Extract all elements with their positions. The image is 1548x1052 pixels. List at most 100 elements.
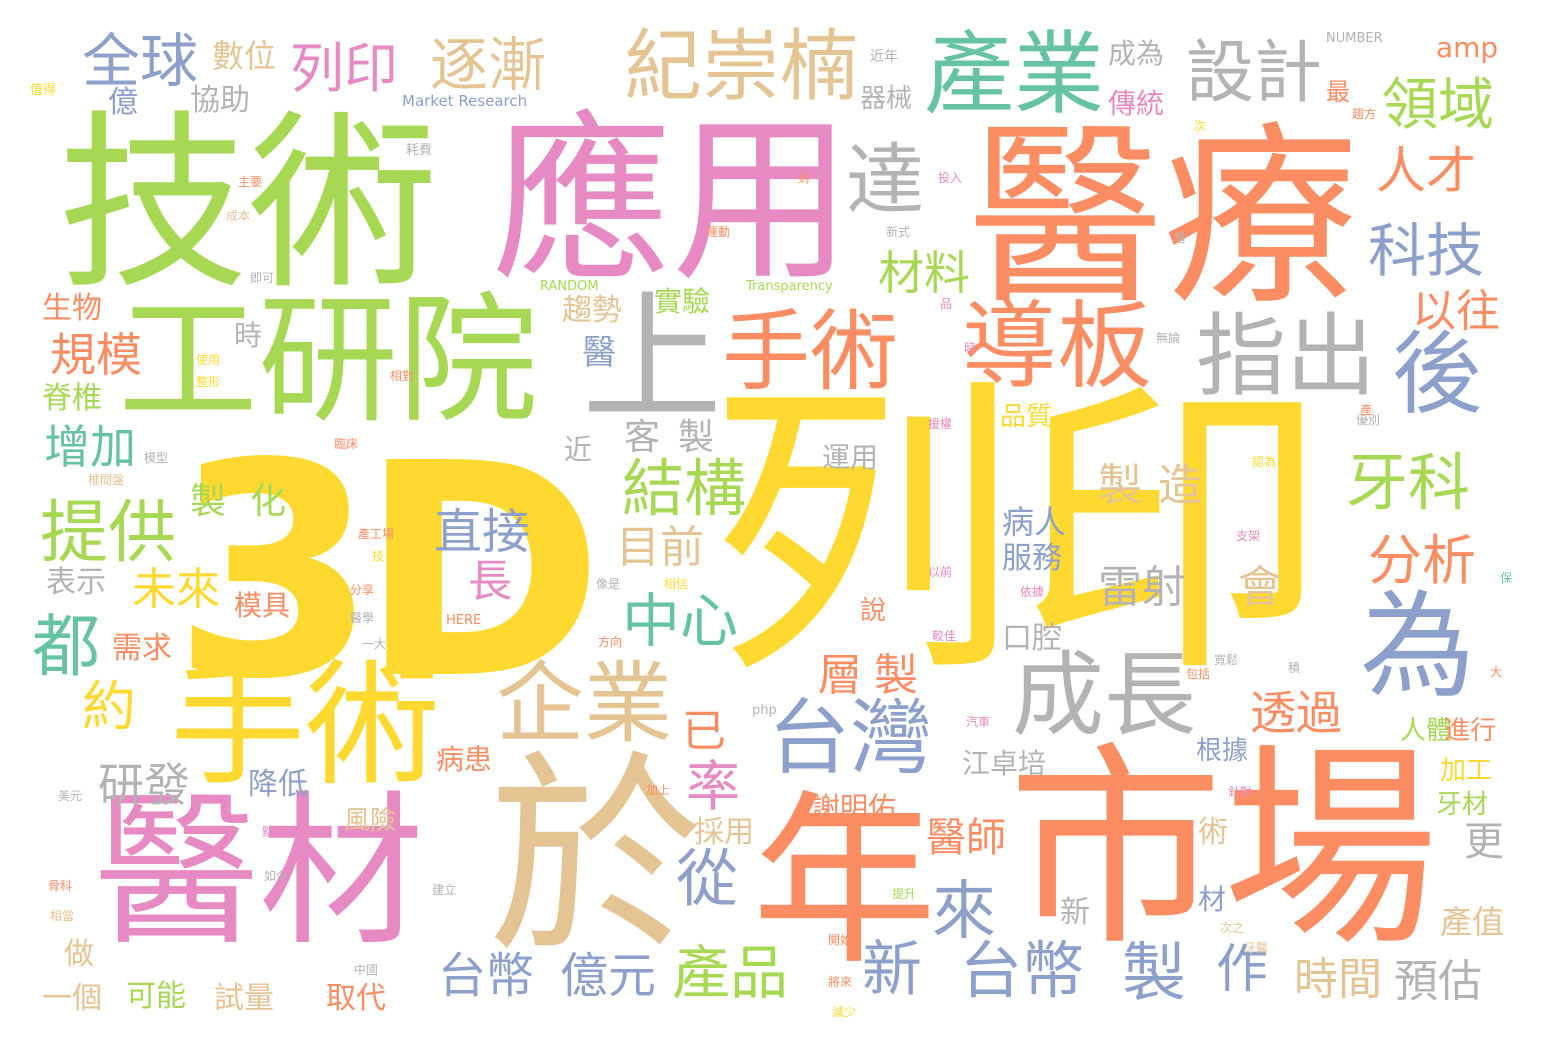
cloud-word: 病人 <box>1002 503 1067 541</box>
cloud-word: 使用 <box>196 353 221 367</box>
cloud-word: 醫材 <box>94 776 424 968</box>
cloud-word: 保 <box>1500 571 1513 585</box>
cloud-word: 列印 <box>708 354 1328 715</box>
cloud-word: 規模 <box>50 328 142 382</box>
cloud-word: 協助 <box>190 83 250 118</box>
cloud-word: 針對 <box>1228 785 1253 799</box>
cloud-word: 會 <box>1238 562 1282 613</box>
cloud-word: 分析 <box>1368 529 1476 592</box>
cloud-word: 相信 <box>664 577 689 591</box>
cloud-word: 層製 <box>818 650 930 701</box>
cloud-word: 手術 <box>722 300 899 403</box>
cloud-word: 逐漸 <box>430 31 547 99</box>
cloud-word: 口腔 <box>1002 621 1062 656</box>
cloud-word: 脊椎 <box>42 381 102 416</box>
cloud-word: 來 <box>932 875 996 949</box>
cloud-word: 援權 <box>928 417 953 431</box>
cloud-word: 產品 <box>672 939 789 1007</box>
cloud-word: 傳統 <box>1108 87 1165 120</box>
cloud-word: 椎間盤 <box>88 473 125 487</box>
cloud-word: 表示 <box>46 565 106 600</box>
cloud-word: 近年 <box>870 49 898 65</box>
cloud-word: 增加 <box>44 420 136 474</box>
cloud-word: 成本 <box>226 209 251 223</box>
cloud-word: 時 <box>234 319 263 352</box>
cloud-word: 人才 <box>1376 142 1476 200</box>
cloud-word: 應用 <box>492 97 853 306</box>
cloud-word: 趨方 <box>1352 107 1377 121</box>
cloud-word: 取代 <box>326 981 386 1016</box>
cloud-word: 時間 <box>1294 954 1382 1005</box>
cloud-word: 預估 <box>1394 956 1482 1007</box>
cloud-word: amp <box>1436 31 1499 64</box>
cloud-word: 未來 <box>132 564 220 615</box>
cloud-word: 數位 <box>212 37 277 75</box>
cloud-word: 服務 <box>1002 541 1062 576</box>
cloud-word: 製化 <box>190 481 311 522</box>
cloud-word: 產值 <box>1440 903 1505 941</box>
cloud-word: 江卓培 <box>962 747 1047 780</box>
cloud-word: 大 <box>1490 665 1503 679</box>
cloud-word: 長 <box>468 556 512 607</box>
cloud-word: 牙科 <box>1346 446 1471 519</box>
cloud-word: 封 <box>798 171 811 185</box>
cloud-word: 雷射 <box>1098 562 1186 613</box>
cloud-word: 材 <box>1198 883 1227 916</box>
cloud-word: 作 <box>1216 940 1269 1000</box>
cloud-word: 臨床 <box>334 437 359 451</box>
cloud-word: 趨勢 <box>562 293 622 328</box>
cloud-word: 像是 <box>596 577 621 591</box>
cloud-word: Transparency <box>746 279 833 294</box>
cloud-word: Market Research <box>402 92 528 110</box>
cloud-word: 需求 <box>112 631 172 666</box>
cloud-word: 術 <box>1198 815 1228 850</box>
cloud-word: 投入 <box>938 171 963 185</box>
cloud-word: HERE <box>446 613 482 628</box>
cloud-word: 材料 <box>878 246 970 300</box>
cloud-word: 中國 <box>354 963 379 977</box>
cloud-word: 加工 <box>1440 756 1493 786</box>
cloud-word: 率 <box>686 755 740 818</box>
cloud-word: 無論 <box>1156 331 1181 345</box>
cloud-word: 做 <box>64 937 94 972</box>
cloud-word: 製造 <box>1098 460 1218 511</box>
cloud-word: 增 <box>1174 231 1187 245</box>
cloud-word: 牙材 <box>1436 790 1489 820</box>
cloud-word: 年 <box>752 774 937 990</box>
cloud-word: 市場 <box>1008 724 1438 975</box>
cloud-word: 點 <box>262 825 275 839</box>
cloud-word: 3D <box>172 400 604 744</box>
cloud-word: 億 <box>108 85 138 120</box>
cloud-word: 汽車 <box>966 715 991 729</box>
cloud-word: 次之 <box>1220 921 1245 935</box>
cloud-word: 科技 <box>1368 217 1485 285</box>
cloud-word: 加上 <box>646 783 671 797</box>
cloud-word: 相當 <box>50 909 75 923</box>
cloud-word: 產工場 <box>358 527 395 541</box>
cloud-word: 試量 <box>214 981 274 1016</box>
cloud-word: 醫療 <box>968 104 1358 331</box>
cloud-word: 降低 <box>248 767 308 802</box>
cloud-word: 為 <box>1360 580 1476 714</box>
cloud-word: 器械 <box>860 84 913 114</box>
cloud-word: 更 <box>1464 819 1504 865</box>
cloud-word: 新 <box>862 935 922 1005</box>
cloud-word: 將來 <box>828 975 853 989</box>
cloud-word: 製 <box>1234 593 1247 607</box>
cloud-word: 優別 <box>1356 413 1381 427</box>
cloud-word: 台幣 <box>960 934 1085 1007</box>
cloud-word: 台灣 <box>768 691 933 786</box>
cloud-word: NUMBER <box>1326 31 1383 46</box>
cloud-word: 技 <box>372 549 385 563</box>
cloud-word: 領域 <box>1382 73 1494 138</box>
cloud-word: 生物 <box>42 291 102 326</box>
cloud-word: 耗費 <box>406 143 433 158</box>
cloud-word: 相對 <box>390 369 415 383</box>
cloud-word: 設計 <box>1186 34 1323 113</box>
cloud-word: 都 <box>32 608 101 687</box>
cloud-word: 採用 <box>694 815 754 850</box>
cloud-word: 後 <box>1392 322 1482 427</box>
cloud-word: 包括 <box>1186 667 1211 681</box>
cloud-word: 台幣 <box>438 948 535 1004</box>
